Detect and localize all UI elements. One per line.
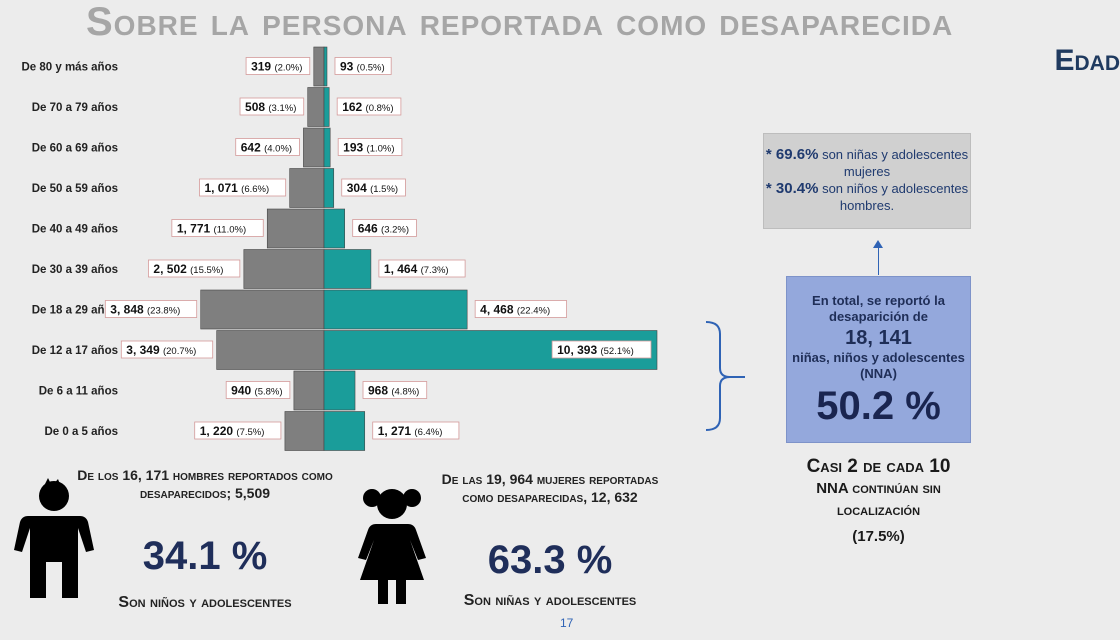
svg-text:1, 771 (11.0%): 1, 771 (11.0%) — [177, 222, 246, 236]
bar-female — [323, 370, 356, 411]
gender-note-box: * 69.6% son niñas y adolescentes mujeres… — [763, 133, 971, 229]
data-label-female: 1, 464 (7.3%) — [378, 259, 466, 278]
data-label-female: 4, 468 (22.4%) — [474, 300, 567, 318]
data-label-female: 968 (4.8%) — [362, 381, 428, 399]
page-number: 17 — [560, 616, 574, 630]
data-label-male: 1, 220 (7.5%) — [194, 421, 282, 440]
data-label-male: 3, 349 (20.7%) — [120, 340, 214, 359]
bar-male — [243, 249, 325, 289]
bar-female — [323, 289, 468, 330]
category-label: De 12 a 17 años — [32, 345, 118, 357]
note-pct-boys: * 30.4% — [765, 180, 819, 197]
category-label: De 30 a 39 años — [32, 264, 118, 276]
bar-female — [323, 208, 345, 249]
casi-line-1: Casi 2 de cada 10 — [806, 456, 951, 477]
data-label-female: 304 (1.5%) — [341, 178, 406, 197]
category-label: De 80 y más años — [21, 62, 118, 74]
category-label: De 60 a 69 años — [32, 143, 118, 155]
svg-text:193 (1.0%): 193 (1.0%) — [343, 141, 394, 155]
boy-icon — [14, 478, 94, 598]
data-label-male: 642 (4.0%) — [235, 138, 300, 156]
bar-female — [323, 411, 366, 451]
data-label-male: 940 (5.8%) — [225, 381, 291, 399]
bar-female — [323, 249, 372, 289]
total-count: 18, 141 — [845, 327, 912, 349]
svg-text:1, 220 (7.5%): 1, 220 (7.5%) — [200, 424, 265, 438]
note-pct-girls: * 69.6% — [765, 146, 819, 163]
svg-text:646 (3.2%): 646 (3.2%) — [358, 222, 409, 236]
svg-text:642 (4.0%): 642 (4.0%) — [241, 141, 292, 155]
casi-block: Casi 2 de cada 10 NNA continúan sin loca… — [786, 456, 971, 545]
boys-foot: Son niños y adolescentes — [118, 594, 292, 611]
svg-text:968 (4.8%): 968 (4.8%) — [368, 384, 419, 398]
data-label-male: 1, 771 (11.0%) — [171, 219, 264, 237]
total-text-1: En total, se reportó la desaparición de — [812, 293, 945, 324]
data-label-male: 2, 502 (15.5%) — [148, 259, 241, 278]
note-text-boys: son niños y adolescentes hombres. — [818, 181, 969, 213]
bar-male — [200, 289, 325, 330]
girl-icon — [358, 489, 426, 604]
svg-text:304 (1.5%): 304 (1.5%) — [347, 181, 398, 195]
data-label-female: 10, 393 (52.1%) — [551, 340, 652, 359]
category-label: De 6 a 11 años — [39, 386, 118, 398]
data-label-male: 1, 071 (6.6%) — [199, 178, 287, 197]
data-label-male: 319 (2.0%) — [245, 57, 311, 75]
bar-female — [323, 87, 330, 127]
bar-male — [289, 168, 325, 208]
bar-male — [216, 330, 325, 370]
bar-male — [266, 208, 325, 249]
data-label-male: 3, 848 (23.8%) — [104, 300, 198, 318]
bar-male — [303, 127, 325, 168]
bar-male — [293, 370, 325, 411]
total-pct: 50.2 % — [816, 384, 941, 428]
svg-text:1, 464 (7.3%): 1, 464 (7.3%) — [384, 262, 449, 276]
svg-text:93 (0.5%): 93 (0.5%) — [340, 60, 385, 74]
total-text-2: niñas, niños y adolescentes (NNA) — [792, 350, 965, 381]
data-label-female: 93 (0.5%) — [334, 57, 392, 75]
girls-pct: 63.3 % — [487, 538, 613, 582]
svg-text:3, 349 (20.7%): 3, 349 (20.7%) — [126, 343, 196, 357]
data-label-female: 193 (1.0%) — [337, 138, 403, 156]
boys-description: De los 16, 171 hombres reportados como d… — [77, 467, 333, 501]
svg-text:4, 468 (22.4%): 4, 468 (22.4%) — [480, 303, 550, 317]
population-pyramid-chart: De 80 y más años 319 (2.0%) 93 (0.5%) De 70… — [21, 46, 745, 451]
total-box: En total, se reportó la desaparición de … — [786, 276, 971, 443]
casi-line-2: NNA continúan sin localización — [816, 480, 941, 519]
svg-text:10, 393 (52.1%): 10, 393 (52.1%) — [557, 343, 634, 357]
page-subtitle: Edad — [1054, 44, 1120, 77]
casi-line-3: (17.5%) — [852, 528, 905, 545]
bar-female — [323, 168, 335, 208]
category-label: De 50 a 59 años — [32, 183, 118, 195]
bar-male — [284, 411, 325, 451]
bar-female — [323, 46, 328, 87]
svg-text:1, 271 (6.4%): 1, 271 (6.4%) — [378, 424, 443, 438]
data-label-female: 162 (0.8%) — [336, 97, 402, 116]
category-label: De 18 a 29 años — [32, 305, 118, 317]
boys-pct: 34.1 % — [142, 534, 268, 578]
data-label-female: 646 (3.2%) — [352, 219, 417, 237]
category-label: De 70 a 79 años — [32, 102, 118, 114]
svg-text:3, 848 (23.8%): 3, 848 (23.8%) — [110, 303, 180, 317]
bar-male — [313, 46, 325, 87]
svg-text:319 (2.0%): 319 (2.0%) — [251, 60, 302, 74]
girls-description: De las 19, 964 mujeres reportadas como d… — [441, 471, 659, 505]
category-label: De 40 a 49 años — [32, 224, 118, 236]
svg-text:162 (0.8%): 162 (0.8%) — [342, 100, 393, 114]
arrow-line — [878, 245, 879, 275]
category-label: De 0 a 5 años — [44, 426, 118, 438]
svg-text:940 (5.8%): 940 (5.8%) — [231, 384, 282, 398]
svg-text:2, 502 (15.5%): 2, 502 (15.5%) — [153, 262, 223, 276]
brace-icon — [705, 321, 731, 431]
page-title: Sobre la persona reportada como desapare… — [86, 0, 954, 44]
arrow-up-icon — [873, 240, 883, 248]
note-text-girls: son niñas y adolescentes mujeres — [818, 147, 969, 179]
bar-male — [307, 87, 325, 127]
svg-text:1, 071 (6.6%): 1, 071 (6.6%) — [204, 181, 269, 195]
data-label-female: 1, 271 (6.4%) — [372, 421, 460, 440]
svg-text:508 (3.1%): 508 (3.1%) — [245, 100, 296, 114]
data-label-male: 508 (3.1%) — [239, 97, 305, 116]
girls-foot: Son niñas y adolescentes — [463, 592, 637, 609]
bar-female — [323, 127, 331, 168]
